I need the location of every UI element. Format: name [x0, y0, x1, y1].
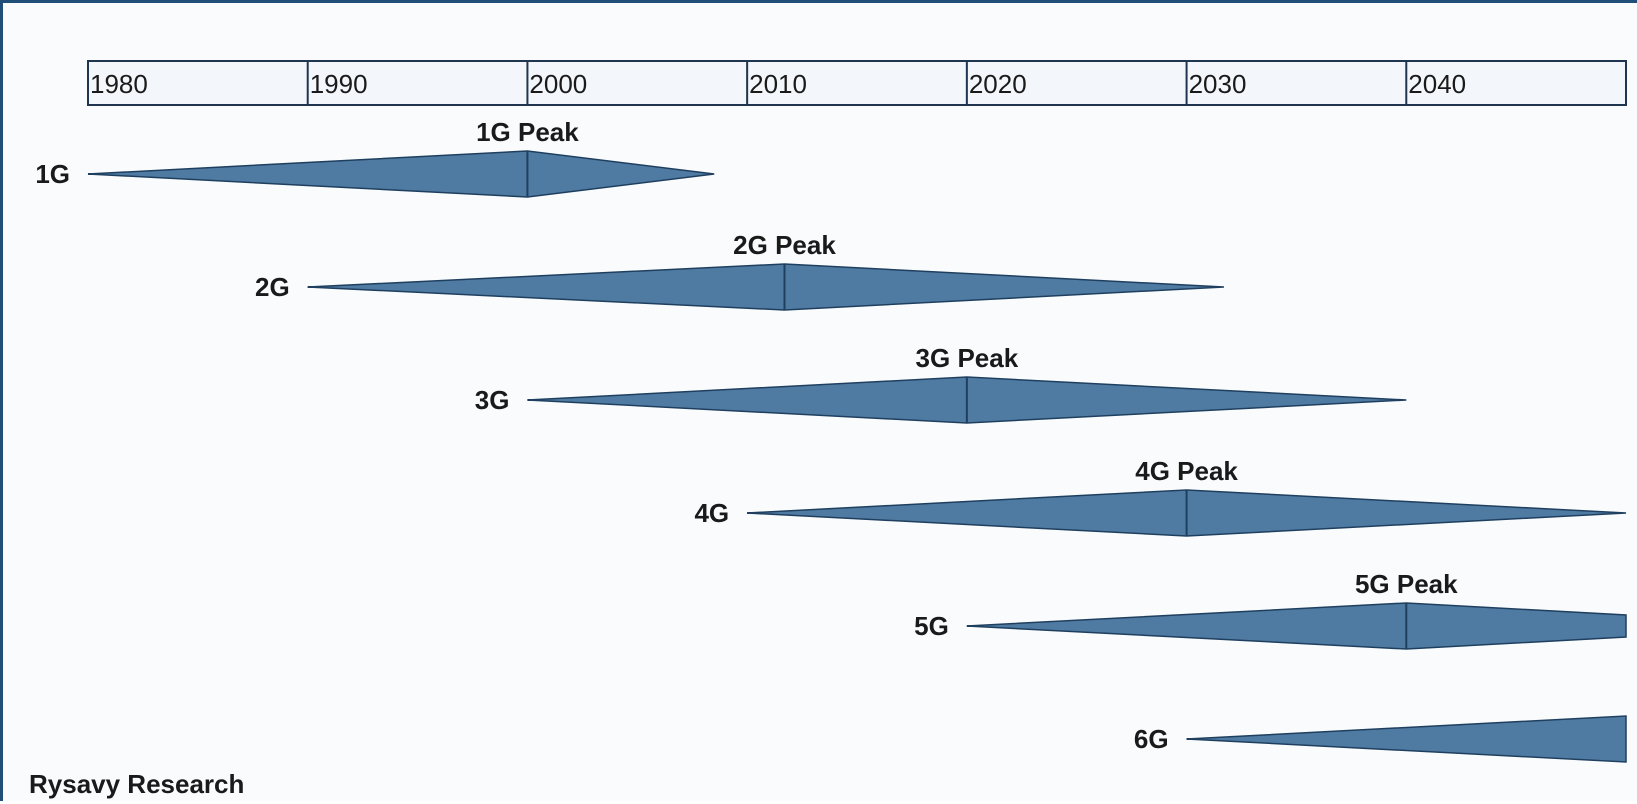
generation-label-2g: 2G	[255, 272, 290, 302]
peak-label-4g: 4G Peak	[1135, 456, 1238, 486]
peak-label-2g: 2G Peak	[733, 230, 836, 260]
tick-label-1980: 1980	[90, 69, 148, 99]
band-shape	[87, 150, 715, 198]
band-6g: 6G	[1134, 715, 1627, 763]
generation-label-5g: 5G	[914, 611, 949, 641]
peak-label-1g: 1G Peak	[476, 117, 579, 147]
band-5g: 5G Peak 5G	[914, 569, 1627, 650]
tick-label-2010: 2010	[749, 69, 807, 99]
generation-label-6g: 6G	[1134, 724, 1169, 754]
peak-label-3g: 3G Peak	[916, 343, 1019, 373]
peak-label-5g: 5G Peak	[1355, 569, 1458, 599]
tick-label-2040: 2040	[1408, 69, 1466, 99]
generation-label-3g: 3G	[475, 385, 510, 415]
band-shape	[307, 263, 1224, 311]
band-shape	[966, 602, 1627, 650]
band-3g: 3G Peak 3G	[475, 343, 1407, 424]
generation-bands: 1G Peak 1G 2G Peak 2G 3G Peak 3G 4G Peak 4G 5G P…	[35, 117, 1627, 763]
band-shape	[1186, 715, 1627, 763]
timeline-chart: 1980 1990 2000 2010 2020 2030 2040 1G Peak 1G 2G…	[29, 60, 1627, 799]
source-credit: Rysavy Research	[29, 769, 244, 799]
generation-label-1g: 1G	[35, 159, 70, 189]
tick-label-1990: 1990	[310, 69, 368, 99]
tick-label-2000: 2000	[529, 69, 587, 99]
band-2g: 2G Peak 2G	[255, 230, 1224, 311]
band-1g: 1G Peak 1G	[35, 117, 715, 198]
generation-label-4g: 4G	[694, 498, 729, 528]
axis-bar	[87, 60, 1627, 106]
band-4g: 4G Peak 4G	[694, 456, 1627, 537]
tick-label-2030: 2030	[1189, 69, 1247, 99]
year-axis: 1980 1990 2000 2010 2020 2030 2040	[87, 60, 1627, 106]
tick-label-2020: 2020	[969, 69, 1027, 99]
